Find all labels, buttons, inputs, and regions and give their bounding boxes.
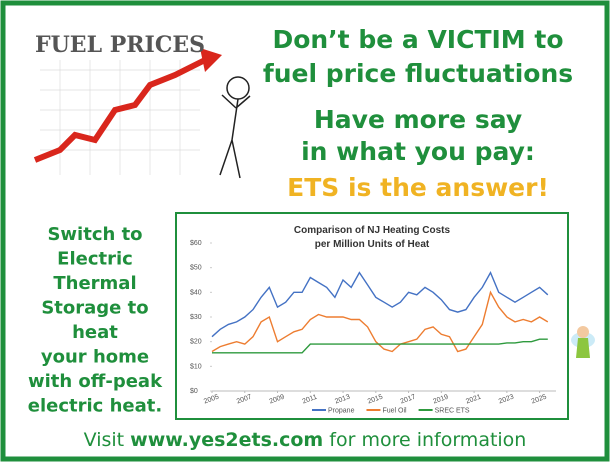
headline: in what you pay: (301, 137, 535, 166)
y-tick-label: $10 (190, 363, 202, 370)
footer-text: for more information (323, 429, 526, 451)
footer-url[interactable]: www.yes2ets.com (130, 429, 323, 451)
headline: fuel price fluctuations (263, 59, 573, 88)
side-line: with off-peak (28, 371, 163, 392)
chart-title: per Million Units of Heat (315, 239, 430, 250)
y-tick-label: $50 (190, 265, 202, 272)
chart-title: Comparison of NJ Heating Costs (294, 225, 451, 236)
y-tick-label: $30 (190, 314, 202, 321)
legend-label: Fuel Oil (382, 408, 407, 415)
y-tick-label: $40 (190, 289, 202, 296)
side-line: Thermal (53, 273, 136, 294)
flyer: FUEL PRICES Don’t be a VICTIM to fuel pr… (0, 0, 610, 462)
y-tick-label: $0 (190, 388, 198, 395)
legend-label: Propane (328, 408, 355, 415)
side-line: Electric (57, 249, 133, 270)
side-text: Switch to Electric Thermal Storage to heat yo… (28, 224, 163, 417)
y-tick-label: $60 (190, 240, 202, 247)
headline-answer: ETS is the answer! (287, 173, 549, 202)
side-line: heat (72, 322, 118, 343)
side-line: your home (41, 347, 149, 368)
fuel-graphic: FUEL PRICES (35, 32, 250, 178)
headline: Have more say (314, 105, 522, 134)
legend-label: SREC ETS (435, 408, 470, 415)
side-line: Switch to (47, 224, 142, 245)
y-tick-label: $20 (190, 339, 202, 346)
headline: Don’t be a VICTIM to (272, 25, 563, 54)
side-line: Storage to (41, 298, 148, 319)
side-line: electric heat. (28, 396, 162, 417)
footer-text: Visit (84, 429, 131, 451)
fairy (571, 326, 595, 358)
graphic-label: FUEL PRICES (35, 32, 205, 58)
footer: Visit www.yes2ets.com for more informati… (84, 429, 527, 451)
